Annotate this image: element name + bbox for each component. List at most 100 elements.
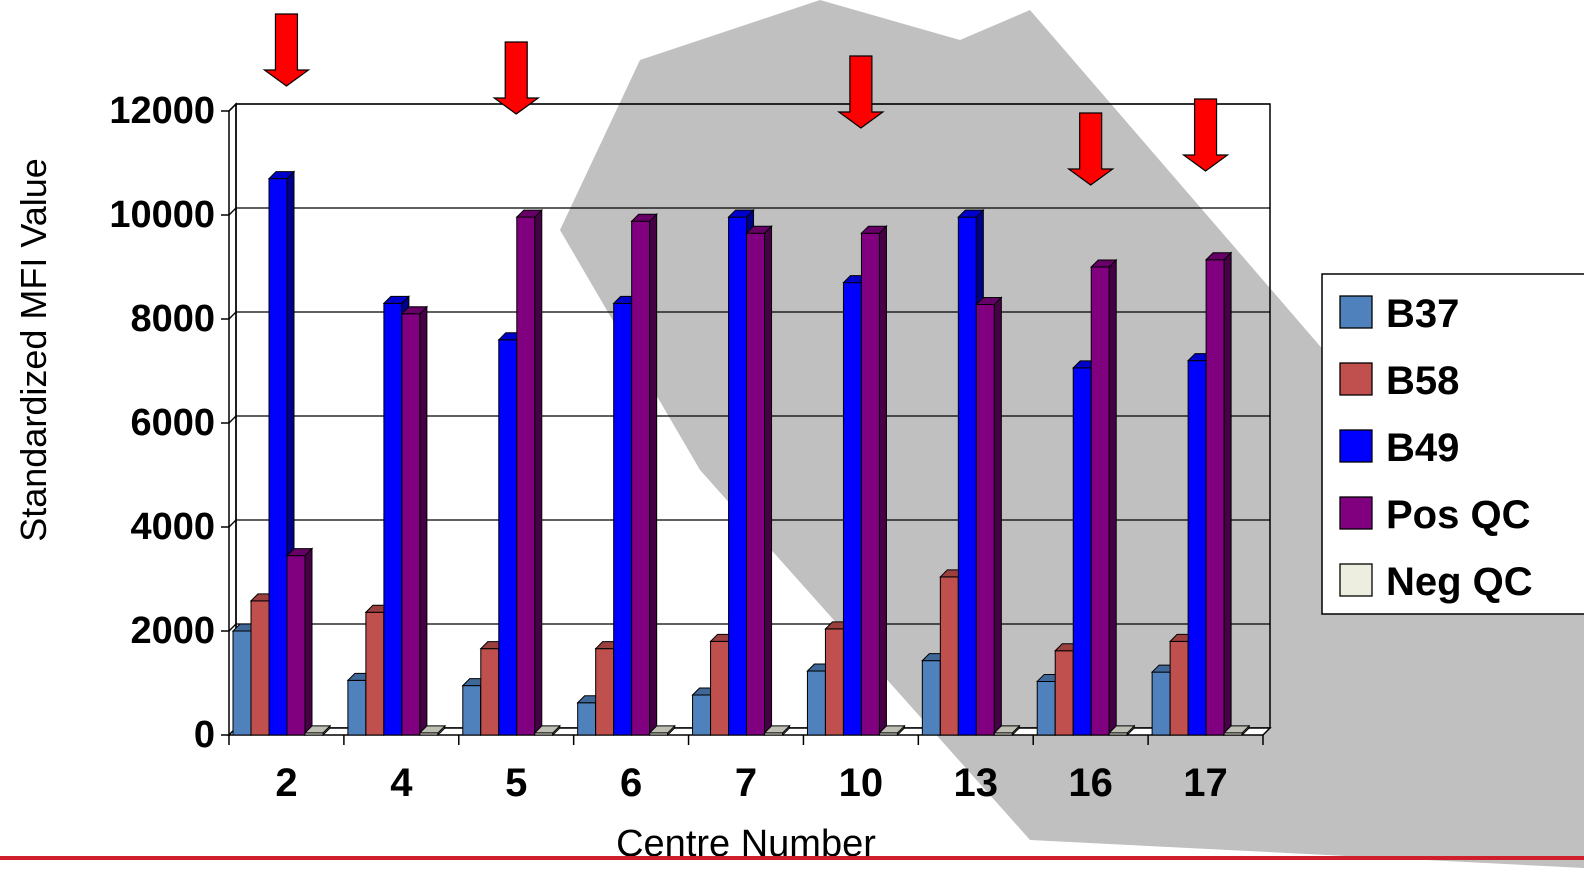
bar-top [763, 725, 791, 734]
y-tick-label: 12000 [109, 90, 215, 132]
bar-side [419, 305, 428, 737]
gridline-side [228, 623, 237, 632]
bar-side [1108, 258, 1117, 737]
y-tick-label: 10000 [109, 194, 215, 236]
bar [860, 224, 888, 737]
gridline-side [228, 103, 237, 112]
gridline-side [228, 311, 237, 320]
bar [533, 724, 561, 737]
bar-top [1204, 252, 1233, 261]
bar-top [975, 296, 1003, 305]
bar-top [630, 213, 658, 222]
bar-top [515, 209, 543, 218]
bar [763, 724, 791, 737]
bar-front [462, 685, 482, 736]
x-tick-label: 16 [1068, 761, 1113, 805]
bar-side [649, 213, 658, 737]
y-tick-label: 8000 [130, 298, 215, 340]
bar [630, 213, 658, 737]
legend-entries: B37 B58 B49 Pos QC Neg QC [1339, 292, 1533, 604]
bar-front [842, 282, 862, 736]
highlight-arrow-icon [1066, 112, 1115, 186]
gridline-side [228, 415, 237, 424]
y-tick-label: 0 [194, 714, 215, 756]
bar-front [347, 679, 367, 736]
bottom-rule [0, 856, 1584, 860]
legend-label: B58 [1386, 359, 1459, 403]
bar [878, 724, 906, 737]
bar-top [267, 171, 296, 180]
bar-top [533, 725, 561, 734]
bar-front [975, 303, 995, 736]
bar-front [1205, 259, 1225, 736]
bar-top [727, 209, 755, 218]
bar [1222, 724, 1251, 737]
legend-swatch [1339, 295, 1373, 329]
bar-top [382, 295, 411, 304]
bar-front [232, 630, 252, 736]
gridline-side [228, 207, 237, 216]
watermark-heart-shape [560, 0, 1584, 868]
bar [1108, 724, 1136, 737]
x-tick-label: 13 [954, 761, 999, 805]
bar-top [400, 306, 429, 315]
bar [285, 547, 314, 737]
legend-label: B37 [1386, 292, 1459, 336]
bar-front [577, 702, 597, 736]
bar-front [824, 628, 844, 736]
highlight-arrows [262, 13, 1230, 186]
legend-swatch [1339, 563, 1373, 597]
x-tick-label: 4 [390, 761, 413, 805]
x-tick-label: 5 [505, 761, 527, 805]
bars [231, 170, 1251, 737]
bar [648, 724, 676, 737]
bar-front [710, 640, 730, 736]
bar-front [1169, 640, 1189, 736]
bar-side [878, 224, 887, 737]
bar-side [304, 547, 313, 737]
x-tick-label: 6 [620, 761, 642, 805]
bar-front [268, 178, 288, 736]
bar-front [728, 216, 748, 736]
bar [1090, 258, 1118, 737]
watermark-chevron-icon [1300, 560, 1584, 860]
bar [993, 724, 1021, 737]
bar-side [534, 208, 543, 737]
bar-top [878, 725, 906, 734]
x-tick-label: 2 [275, 761, 297, 805]
bar [1204, 251, 1233, 737]
y-tick-label: 4000 [130, 506, 215, 548]
bar-front [1054, 650, 1074, 736]
bar-front [939, 576, 959, 736]
bar-top [303, 725, 332, 734]
highlight-arrow-icon [492, 41, 541, 115]
bar-front [365, 611, 385, 736]
bar-front [250, 600, 270, 736]
bar [303, 724, 332, 737]
y-axis-label: Standardized MFI Value [13, 158, 54, 542]
x-axis-ticks: 2 4 5 6 7 10 13 16 17 [228, 735, 1264, 805]
bar-front [957, 216, 977, 736]
bar-front [921, 660, 941, 736]
highlight-arrow-icon [837, 55, 885, 129]
bar-side [1223, 251, 1232, 737]
bar [745, 224, 773, 737]
bar [418, 724, 447, 737]
bar-side [993, 296, 1002, 737]
bar [515, 208, 543, 737]
y-axis-ticks: 0 2000 4000 6000 8000 10000 12000 [109, 90, 229, 756]
legend: B37 B58 B49 Pos QC Neg QC [1321, 273, 1584, 615]
bar-front [806, 670, 826, 736]
bar-top [1090, 259, 1118, 268]
x-tick-label: 7 [735, 761, 757, 805]
bar-side [764, 224, 773, 737]
bar-front [383, 302, 403, 736]
bar-front [498, 339, 518, 736]
gridline-side [228, 519, 237, 528]
bar-front [480, 648, 500, 736]
bar-front [746, 232, 766, 736]
bar-top [745, 225, 773, 234]
legend-swatch [1339, 362, 1373, 396]
bar-top [418, 725, 447, 734]
